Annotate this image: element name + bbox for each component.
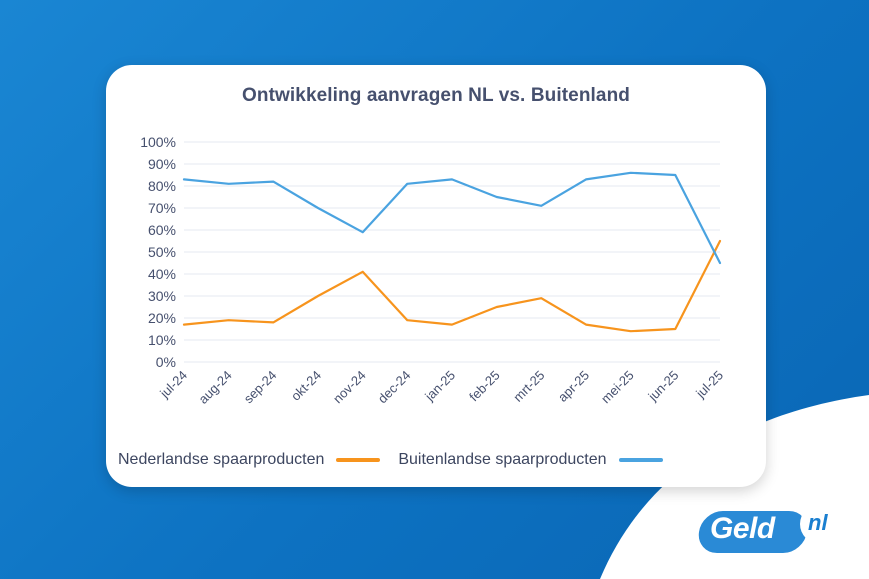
y-tick-label: 50% — [148, 244, 176, 260]
legend-label-nl: Nederlandse spaarproducten — [118, 451, 325, 468]
x-tick-label: jun-25 — [645, 368, 682, 405]
y-tick-label: 40% — [148, 266, 176, 282]
legend-item-foreign: Buitenlandse spaarproducten — [398, 451, 663, 469]
legend-swatch-nl — [336, 458, 381, 462]
x-tick-label: nov-24 — [330, 368, 369, 407]
y-tick-label: 80% — [148, 178, 176, 194]
logo-text: Geld — [710, 512, 775, 545]
x-tick-label: feb-25 — [466, 368, 503, 405]
chart-card: Ontwikkeling aanvragen NL vs. Buitenland… — [106, 65, 766, 487]
x-tick-label: jan-25 — [421, 368, 458, 405]
x-tick-label: jul-25 — [692, 368, 726, 402]
y-tick-label: 20% — [148, 310, 176, 326]
y-tick-label: 0% — [156, 354, 176, 370]
x-tick-label: mei-25 — [598, 368, 637, 407]
x-tick-label: okt-24 — [288, 368, 324, 404]
y-tick-label: 90% — [148, 156, 176, 172]
line-chart: 0%10%20%30%40%50%60%70%80%90%100%jul-24 a… — [140, 134, 726, 407]
series-line-nl — [182, 239, 722, 333]
y-tick-label: 100% — [140, 134, 176, 150]
x-tick-label: aug-24 — [196, 368, 235, 407]
logo-badge: nl — [800, 504, 840, 544]
legend-item-nl: Nederlandse spaarproducten — [118, 451, 381, 469]
geld-nl-logo: Geld nl — [692, 504, 842, 562]
y-tick-label: 70% — [148, 200, 176, 216]
y-tick-label: 60% — [148, 222, 176, 238]
y-tick-label: 30% — [148, 288, 176, 304]
chart-title: Ontwikkeling aanvragen NL vs. Buitenland — [242, 85, 630, 106]
x-tick-label: apr-25 — [555, 368, 592, 405]
x-tick-label: jul-24 — [156, 368, 190, 402]
legend-label-foreign: Buitenlandse spaarproducten — [398, 451, 607, 468]
logo-badge-text: nl — [808, 510, 828, 535]
x-tick-label: dec-24 — [375, 368, 414, 407]
series-line-foreign — [182, 171, 722, 265]
y-tick-label: 10% — [148, 332, 176, 348]
x-tick-label: mrt-25 — [510, 368, 547, 405]
legend-swatch-foreign — [618, 458, 663, 462]
x-tick-label: sep-24 — [241, 368, 280, 407]
legend: Nederlandse spaarproducten Buitenlandse … — [118, 451, 758, 469]
